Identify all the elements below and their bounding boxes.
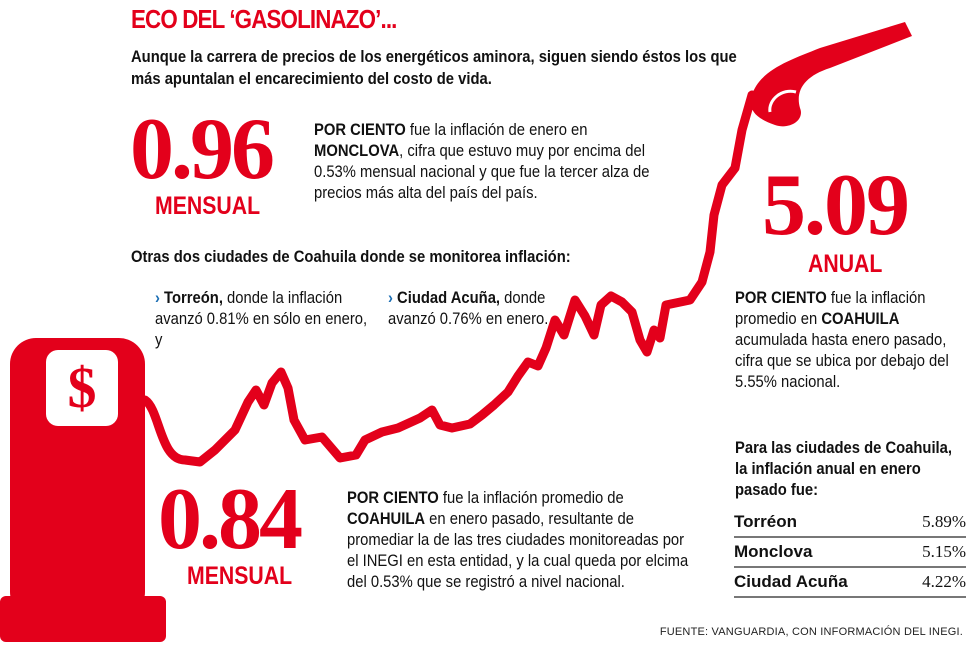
- table-heading: Para las ciudades de Coahuila, la inflac…: [735, 438, 953, 499]
- lead: POR CIENTO: [314, 120, 406, 139]
- text: fue la inflación promedio en: [735, 288, 926, 328]
- city-cell: Ciudad Acuña: [734, 572, 848, 591]
- monclova-monthly-label: MENSUAL: [155, 192, 261, 220]
- monclova-description: POR CIENTO fue la inflación de enero en …: [314, 119, 679, 203]
- pump-dollar-sign: $: [67, 355, 97, 420]
- table-row: Monclova 5.15%: [734, 538, 966, 568]
- gas-pump-icon: [0, 338, 166, 642]
- value-cell: 5.89%: [922, 512, 966, 531]
- coahuila-monthly-value: 0.84: [158, 471, 303, 568]
- others-heading: Otras dos ciudades de Coahuila donde se …: [131, 247, 571, 266]
- text: fue la inflación de enero en: [405, 120, 588, 139]
- lead: POR CIENTO: [347, 488, 439, 507]
- coahuila-annual-value: 5.09: [762, 157, 910, 254]
- value-cell: 5.15%: [922, 542, 966, 561]
- chevron-right-icon: ›: [155, 288, 160, 307]
- subtitle: Aunque la carrera de precios de los ener…: [131, 47, 737, 88]
- coahuila-monthly-label: MENSUAL: [187, 562, 293, 590]
- text: donde avanzó 0.76% en enero.: [388, 288, 549, 328]
- text: en enero pasado, resultante de promediar…: [347, 509, 689, 591]
- other-city-torreon: › Torreón, donde la inflación avanzó 0.8…: [155, 287, 373, 350]
- text: acumulada hasta enero pasado, cifra que …: [735, 330, 949, 391]
- monclova-monthly-value: 0.96: [130, 101, 275, 198]
- table-row: Ciudad Acuña 4.22%: [734, 568, 966, 598]
- text: donde la inflación avanzó 0.81% en sólo …: [155, 288, 368, 349]
- chevron-right-icon: ›: [388, 288, 393, 307]
- text: fue la inflación promedio de: [438, 488, 624, 507]
- annual-inflation-table: Torréon 5.89% Monclova 5.15% Ciudad Acuña 4…: [734, 508, 966, 598]
- city-cell: Monclova: [734, 542, 813, 561]
- source-note: FUENTE: VANGUARDIA, CON INFORMACIÓN DEL …: [659, 626, 963, 638]
- coahuila-annual-label: ANUAL: [808, 250, 883, 278]
- fuel-nozzle-icon: [750, 22, 912, 127]
- state: COAHUILA: [821, 309, 900, 328]
- city: Torreón,: [164, 288, 223, 307]
- city: Ciudad Acuña,: [397, 288, 501, 307]
- coahuila-monthly-description: POR CIENTO fue la inflación promedio de …: [347, 487, 695, 592]
- city: MONCLOVA: [314, 141, 400, 160]
- coahuila-annual-description: POR CIENTO fue la inflación promedio en …: [735, 287, 966, 392]
- city-cell: Torréon: [734, 512, 797, 531]
- price-trend-hose: [140, 90, 757, 467]
- page-title: ECO DEL ‘GASOLINAZO’...: [131, 4, 397, 34]
- lead: POR CIENTO: [735, 288, 827, 307]
- other-city-acuna: › Ciudad Acuña, donde avanzó 0.76% en en…: [388, 287, 549, 329]
- state: COAHUILA: [347, 509, 426, 528]
- value-cell: 4.22%: [922, 572, 966, 591]
- table-row: Torréon 5.89%: [734, 508, 966, 538]
- text: , cifra que estuvo muy por encima del 0.…: [314, 141, 650, 202]
